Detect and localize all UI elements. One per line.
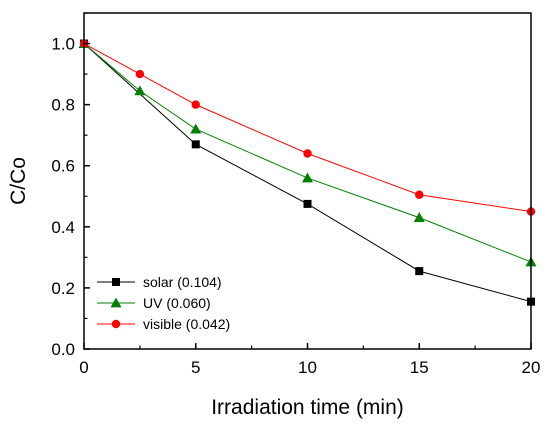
legend-label: solar (0.104) bbox=[143, 274, 222, 290]
legend-marker bbox=[110, 297, 122, 308]
x-tick-label: 0 bbox=[79, 358, 88, 377]
series-line bbox=[83, 43, 532, 263]
legend: solar (0.104) UV (0.060) visible (0.042) bbox=[97, 274, 230, 332]
series-line bbox=[83, 43, 532, 213]
y-tick-label: 0.2 bbox=[51, 279, 75, 298]
legend-item: solar (0.104) bbox=[97, 274, 222, 290]
y-tick-label: 0.8 bbox=[51, 96, 75, 115]
series-layer bbox=[78, 38, 537, 306]
x-tick-label: 20 bbox=[522, 358, 541, 377]
x-tick-label: 10 bbox=[298, 358, 317, 377]
legend-label: visible (0.042) bbox=[143, 316, 230, 332]
legend-marker bbox=[112, 278, 120, 286]
data-point bbox=[190, 123, 202, 134]
series-circle bbox=[79, 39, 536, 216]
legend-item: UV (0.060) bbox=[97, 295, 211, 311]
x-tick-label: 15 bbox=[410, 358, 429, 377]
legend-marker bbox=[111, 319, 121, 329]
data-point bbox=[303, 149, 312, 158]
data-point bbox=[191, 100, 200, 109]
legend-item: visible (0.042) bbox=[97, 316, 230, 332]
data-point bbox=[191, 140, 200, 149]
y-tick-label: 0.0 bbox=[51, 340, 75, 359]
y-axis-title: C/Co bbox=[7, 157, 30, 205]
data-point bbox=[415, 267, 424, 276]
data-point bbox=[415, 190, 424, 199]
data-point bbox=[303, 199, 312, 208]
data-point bbox=[135, 69, 145, 79]
ticks-layer: 0 5 10 15 20 0.0 0.2 0.4 0.6 0.8 1.0 bbox=[51, 12, 541, 377]
data-point bbox=[413, 212, 425, 223]
y-tick-label: 1.0 bbox=[51, 35, 75, 54]
y-tick-label: 0.4 bbox=[51, 218, 75, 237]
y-tick-label: 0.6 bbox=[51, 157, 75, 176]
legend-label: UV (0.060) bbox=[143, 295, 211, 311]
data-point bbox=[134, 85, 146, 96]
x-axis-title: Irradiation time (min) bbox=[211, 396, 404, 419]
x-tick-label: 5 bbox=[191, 358, 200, 377]
data-point bbox=[302, 172, 313, 183]
